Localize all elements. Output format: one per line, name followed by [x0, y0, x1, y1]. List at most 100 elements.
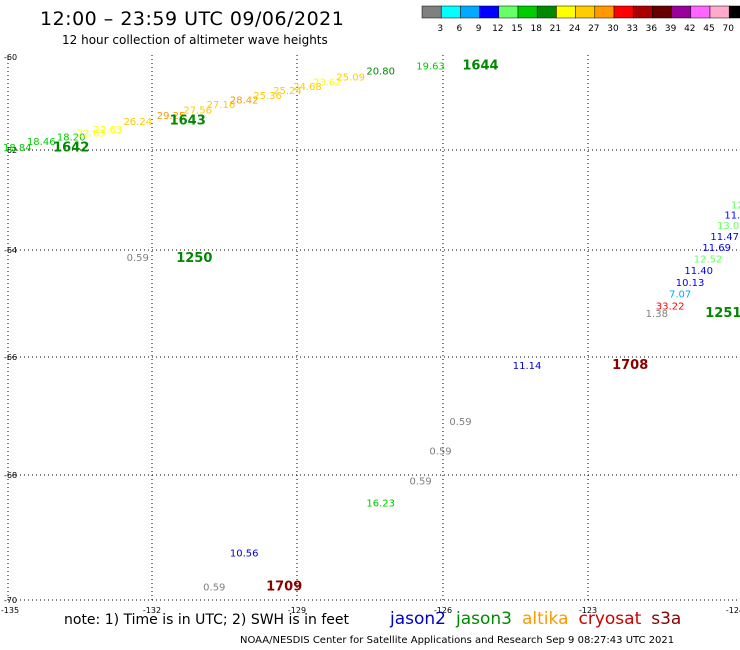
swh-label: 23.62 [313, 77, 342, 88]
x-tick-label: -123 [579, 606, 597, 615]
swh-label: 18.84 [3, 143, 32, 154]
colorbar-tick: 42 [684, 24, 695, 34]
x-tick-label: -124 [726, 606, 740, 615]
time-label: 1251 [705, 306, 740, 321]
swh-label: 1.38 [646, 309, 668, 320]
swh-label: 16.23 [366, 498, 395, 509]
colorbar-swatch [440, 5, 461, 19]
colorbar-swatch [421, 5, 442, 19]
swh-label: 0.59 [203, 583, 225, 594]
swh-label: 28.42 [230, 96, 259, 107]
colorbar-swatch [575, 5, 596, 19]
grid [7, 55, 740, 601]
time-labels: 1644164316421250170617071251144714170817… [53, 59, 740, 595]
mission-jason2: jason2 [390, 609, 446, 629]
swh-label: 11.14 [513, 361, 542, 372]
swh-label: 11.45 [724, 211, 740, 222]
mission-legend: jason2 jason3 altika cryosat s3a [390, 609, 691, 629]
swh-label: 25.36 [253, 91, 282, 102]
colorbar-tick: 39 [665, 24, 677, 34]
time-label: 1642 [53, 141, 89, 156]
swh-label: 10.13 [676, 278, 705, 289]
swh-label: 20.80 [366, 67, 395, 78]
swh-label: 24.68 [293, 82, 322, 93]
y-tick-label: -70 [4, 596, 17, 605]
colorbar-swatch [594, 5, 615, 19]
swh-label: 18.20 [57, 133, 86, 144]
swh-label: 7.07 [669, 290, 691, 301]
swh-label: 12.52 [694, 254, 723, 265]
time-label: 1644 [462, 59, 498, 74]
colorbar-swatch [652, 5, 672, 19]
swh-label: 33.22 [656, 301, 685, 312]
swh-label: 18.46 [27, 137, 56, 148]
mission-s3a: s3a [651, 609, 682, 629]
colorbar-swatch [632, 5, 653, 19]
swh-label: 12.05 [731, 201, 740, 212]
colorbar-swatch [690, 5, 711, 19]
x-tick-label: -126 [434, 606, 452, 615]
colorbar-tick: 30 [607, 24, 619, 34]
swh-label: 25.09 [336, 73, 365, 84]
time-label: 1708 [612, 358, 648, 373]
swh-label: 27.16 [207, 100, 236, 111]
colorbar-swatch [709, 5, 730, 19]
x-tick-label: -132 [143, 606, 161, 615]
swh-label: 11.47 [710, 232, 739, 243]
colorbar-swatch [479, 5, 500, 19]
swh-label: 25.24 [273, 86, 302, 97]
colorbar-tick: 70 [722, 24, 734, 34]
page-title: 12:00 – 23:59 UTC 09/06/2021 [40, 8, 345, 30]
footer-note: note: 1) Time is in UTC; 2) SWH is in fe… [64, 612, 350, 628]
colorbar-swatch [556, 5, 576, 19]
colorbar-tick: 27 [588, 24, 599, 34]
colorbar-swatch [498, 5, 519, 19]
time-label: 1643 [170, 113, 206, 128]
y-tick-label: -62 [4, 146, 17, 155]
swh-label: 10.56 [230, 548, 259, 559]
swh-label: 13.09 [717, 221, 740, 232]
swh-label: 22.03 [77, 129, 106, 140]
colorbar-tick: 21 [550, 24, 561, 34]
swh-label: 29.25 [157, 111, 186, 122]
colorbar-swatch [613, 5, 634, 19]
time-label: 1250 [176, 251, 212, 266]
swh-label: 27.56 [183, 105, 212, 116]
colorbar-tick: 12 [492, 24, 503, 34]
swh-label: 0.59 [127, 253, 149, 264]
page-subtitle: 12 hour collection of altimeter wave hei… [62, 33, 328, 47]
swh-label: 22.63 [93, 125, 122, 136]
colorbar-swatch [671, 5, 692, 19]
colorbar-tick: 3 [437, 24, 443, 34]
colorbar-tick: 15 [511, 24, 522, 34]
colorbar-swatch [536, 5, 557, 19]
swh-label: 0.59 [429, 446, 451, 457]
swh-label: 19.63 [416, 62, 445, 73]
swh-label: 12.54 [739, 190, 740, 201]
mission-cryosat: cryosat [578, 609, 642, 629]
colorbar-swatch [460, 5, 480, 19]
colorbar-tick: 33 [626, 24, 637, 34]
x-tick-label: -129 [288, 606, 306, 615]
swh-label: 11.69 [702, 243, 731, 254]
colorbar-tick: 24 [569, 24, 581, 34]
y-tick-label: -68 [4, 471, 17, 480]
swh-label: 11.40 [684, 266, 713, 277]
swh-label: 0.59 [449, 417, 471, 428]
mission-altika: altika [522, 609, 569, 629]
colorbar-tick: 18 [530, 24, 542, 34]
swh-label: 26.24 [123, 117, 152, 128]
y-tick-label: -60 [4, 53, 17, 62]
credit-line: NOAA/NESDIS Center for Satellite Applica… [240, 635, 675, 646]
x-tick-label: -135 [1, 606, 19, 615]
colorbar-swatch [517, 5, 538, 19]
swh-label: 0.59 [409, 476, 431, 487]
colorbar-tick: 9 [476, 24, 482, 34]
colorbar-swatch [728, 5, 740, 19]
colorbar-tick: 45 [703, 24, 714, 34]
y-tick-label: -66 [4, 353, 17, 362]
